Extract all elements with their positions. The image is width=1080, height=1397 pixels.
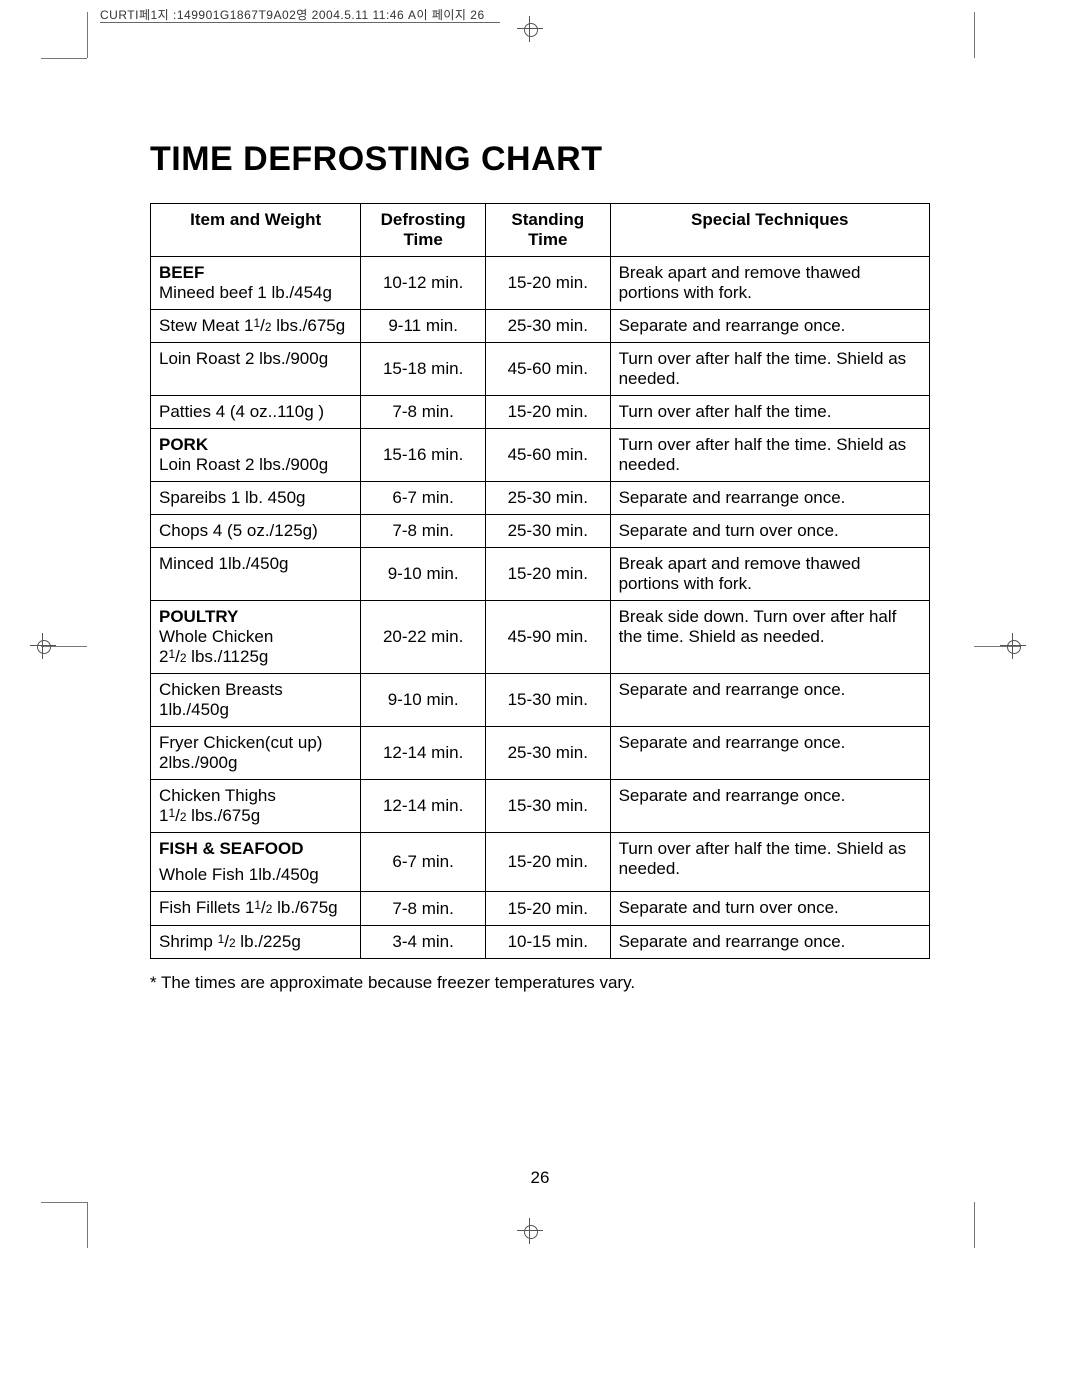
- crop-mark: [41, 1202, 87, 1203]
- cell-standing: 25-30 min.: [485, 482, 610, 515]
- table-header-row: Item and Weight Defrosting Time Standing…: [151, 204, 930, 257]
- cell-item: Fish Fillets 11/2 lb./675g: [151, 892, 361, 925]
- cell-technique: Separate and rearrange once.: [610, 674, 929, 727]
- footnote: * The times are approximate because free…: [150, 973, 930, 993]
- cell-defrost: 15-18 min.: [361, 343, 486, 396]
- cell-defrost: 6-7 min.: [361, 833, 486, 892]
- cell-standing: 25-30 min.: [485, 727, 610, 780]
- crop-mark: [41, 58, 87, 59]
- registration-mark-icon: [517, 16, 543, 42]
- cell-standing: 45-60 min.: [485, 343, 610, 396]
- cell-technique: Separate and rearrange once.: [610, 482, 929, 515]
- cell-technique: Turn over after half the time. Shield as…: [610, 833, 929, 892]
- cell-standing: 15-20 min.: [485, 257, 610, 310]
- cell-standing: 15-20 min.: [485, 833, 610, 892]
- crop-mark: [87, 12, 88, 58]
- crop-mark: [87, 1202, 88, 1248]
- cell-defrost: 6-7 min.: [361, 482, 486, 515]
- page-title: TIME DEFROSTING CHART: [150, 140, 930, 179]
- cell-technique: Separate and rearrange once.: [610, 310, 929, 343]
- cell-defrost: 9-11 min.: [361, 310, 486, 343]
- cell-item: Stew Meat 11/2 lbs./675g: [151, 310, 361, 343]
- cell-defrost: 12-14 min.: [361, 727, 486, 780]
- defrosting-table: Item and Weight Defrosting Time Standing…: [150, 203, 930, 959]
- table-row: Spareibs 1 lb. 450g6-7 min.25-30 min.Sep…: [151, 482, 930, 515]
- cell-standing: 15-30 min.: [485, 780, 610, 833]
- cell-technique: Turn over after half the time. Shield as…: [610, 343, 929, 396]
- cell-standing: 15-20 min.: [485, 892, 610, 925]
- cell-item: Chicken Thighs11/2 lbs./675g: [151, 780, 361, 833]
- cell-standing: 10-15 min.: [485, 925, 610, 958]
- cell-item: Fryer Chicken(cut up)2lbs./900g: [151, 727, 361, 780]
- cell-item: Patties 4 (4 oz..110g ): [151, 396, 361, 429]
- cell-technique: Turn over after half the time.: [610, 396, 929, 429]
- table-row: Chicken Thighs11/2 lbs./675g12-14 min.15…: [151, 780, 930, 833]
- table-row: POULTRYWhole Chicken21/2 lbs./1125g20-22…: [151, 601, 930, 674]
- content-area: TIME DEFROSTING CHART Item and Weight De…: [150, 140, 930, 993]
- print-header-rule: [100, 22, 500, 23]
- cell-standing: 25-30 min.: [485, 515, 610, 548]
- crop-mark: [974, 1202, 975, 1248]
- registration-mark-icon: [517, 1218, 543, 1244]
- cell-defrost: 9-10 min.: [361, 674, 486, 727]
- table-row: Fish Fillets 11/2 lb./675g7-8 min.15-20 …: [151, 892, 930, 925]
- cell-standing: 25-30 min.: [485, 310, 610, 343]
- cell-item: Spareibs 1 lb. 450g: [151, 482, 361, 515]
- cell-technique: Separate and turn over once.: [610, 892, 929, 925]
- table-row: Minced 1lb./450g9-10 min.15-20 min.Break…: [151, 548, 930, 601]
- col-header-item: Item and Weight: [151, 204, 361, 257]
- cell-defrost: 3-4 min.: [361, 925, 486, 958]
- cell-item: FISH & SEAFOODWhole Fish 1lb./450g: [151, 833, 361, 892]
- cell-defrost: 7-8 min.: [361, 515, 486, 548]
- cell-item: Loin Roast 2 lbs./900g: [151, 343, 361, 396]
- cell-item: Minced 1lb./450g: [151, 548, 361, 601]
- registration-mark-icon: [30, 633, 56, 659]
- cell-defrost: 12-14 min.: [361, 780, 486, 833]
- cell-standing: 45-60 min.: [485, 429, 610, 482]
- col-header-standing: Standing Time: [485, 204, 610, 257]
- table-row: Stew Meat 11/2 lbs./675g9-11 min.25-30 m…: [151, 310, 930, 343]
- cell-defrost: 15-16 min.: [361, 429, 486, 482]
- cell-item: PORKLoin Roast 2 lbs./900g: [151, 429, 361, 482]
- cell-defrost: 9-10 min.: [361, 548, 486, 601]
- table-row: Shrimp 1/2 lb./225g3-4 min.10-15 min.Sep…: [151, 925, 930, 958]
- page-number: 26: [0, 1168, 1080, 1188]
- cell-defrost: 7-8 min.: [361, 396, 486, 429]
- cell-item: Shrimp 1/2 lb./225g: [151, 925, 361, 958]
- cell-defrost: 7-8 min.: [361, 892, 486, 925]
- cell-standing: 45-90 min.: [485, 601, 610, 674]
- table-row: Fryer Chicken(cut up)2lbs./900g12-14 min…: [151, 727, 930, 780]
- cell-defrost: 20-22 min.: [361, 601, 486, 674]
- cell-item: Chops 4 (5 oz./125g): [151, 515, 361, 548]
- cell-technique: Break apart and remove thawed portions w…: [610, 257, 929, 310]
- cell-defrost: 10-12 min.: [361, 257, 486, 310]
- cell-technique: Break apart and remove thawed portions w…: [610, 548, 929, 601]
- crop-mark: [974, 12, 975, 58]
- print-header: CURTI페1지 :149901G1867T9A02영 2004.5.11 11…: [100, 6, 485, 23]
- cell-technique: Separate and rearrange once.: [610, 925, 929, 958]
- col-header-techniques: Special Techniques: [610, 204, 929, 257]
- cell-standing: 15-20 min.: [485, 396, 610, 429]
- table-row: Chicken Breasts1lb./450g9-10 min.15-30 m…: [151, 674, 930, 727]
- cell-standing: 15-30 min.: [485, 674, 610, 727]
- col-header-defrost: Defrosting Time: [361, 204, 486, 257]
- page: CURTI페1지 :149901G1867T9A02영 2004.5.11 11…: [0, 0, 1080, 1397]
- cell-technique: Separate and turn over once.: [610, 515, 929, 548]
- cell-technique: Break side down. Turn over after half th…: [610, 601, 929, 674]
- table-row: PORKLoin Roast 2 lbs./900g15-16 min.45-6…: [151, 429, 930, 482]
- cell-item: BEEFMineed beef 1 lb./454g: [151, 257, 361, 310]
- cell-standing: 15-20 min.: [485, 548, 610, 601]
- cell-item: POULTRYWhole Chicken21/2 lbs./1125g: [151, 601, 361, 674]
- registration-mark-icon: [1000, 633, 1026, 659]
- table-row: FISH & SEAFOODWhole Fish 1lb./450g6-7 mi…: [151, 833, 930, 892]
- cell-technique: Turn over after half the time. Shield as…: [610, 429, 929, 482]
- table-row: Patties 4 (4 oz..110g )7-8 min.15-20 min…: [151, 396, 930, 429]
- cell-item: Chicken Breasts1lb./450g: [151, 674, 361, 727]
- table-row: BEEFMineed beef 1 lb./454g10-12 min.15-2…: [151, 257, 930, 310]
- table-row: Chops 4 (5 oz./125g)7-8 min.25-30 min.Se…: [151, 515, 930, 548]
- cell-technique: Separate and rearrange once.: [610, 780, 929, 833]
- cell-technique: Separate and rearrange once.: [610, 727, 929, 780]
- table-row: Loin Roast 2 lbs./900g15-18 min.45-60 mi…: [151, 343, 930, 396]
